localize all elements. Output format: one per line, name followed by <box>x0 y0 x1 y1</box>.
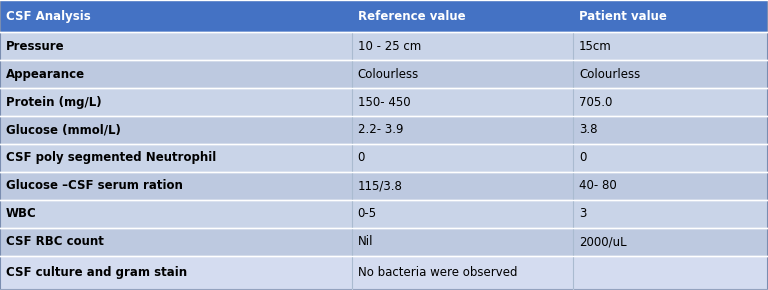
Text: Protein (mg/L): Protein (mg/L) <box>6 95 101 108</box>
Text: 40- 80: 40- 80 <box>579 179 617 192</box>
Bar <box>0 32 352 60</box>
Bar <box>352 172 573 200</box>
Text: 3.8: 3.8 <box>579 124 598 137</box>
Text: Nil: Nil <box>358 235 373 248</box>
Text: 115/3.8: 115/3.8 <box>358 179 402 192</box>
Bar <box>352 255 768 290</box>
Text: 3: 3 <box>579 207 586 220</box>
Text: CSF poly segmented Neutrophil: CSF poly segmented Neutrophil <box>6 151 217 164</box>
Bar <box>573 88 768 116</box>
Bar <box>573 0 768 32</box>
Text: 705.0: 705.0 <box>579 95 612 108</box>
Bar <box>573 60 768 88</box>
Text: No bacteria were observed: No bacteria were observed <box>358 266 517 279</box>
Bar <box>573 116 768 144</box>
Text: Reference value: Reference value <box>358 10 465 23</box>
Bar <box>0 60 352 88</box>
Bar <box>352 144 573 172</box>
Bar <box>0 200 352 228</box>
Bar <box>352 0 573 32</box>
Bar <box>0 228 352 255</box>
Bar <box>573 228 768 255</box>
Bar <box>0 0 352 32</box>
Text: Pressure: Pressure <box>6 40 65 53</box>
Bar <box>0 88 352 116</box>
Bar <box>352 60 573 88</box>
Text: 2000/uL: 2000/uL <box>579 235 627 248</box>
Bar <box>0 144 352 172</box>
Bar <box>573 200 768 228</box>
Text: 10 - 25 cm: 10 - 25 cm <box>358 40 421 53</box>
Bar <box>352 32 573 60</box>
Bar <box>0 172 352 200</box>
Bar <box>573 32 768 60</box>
Text: 2.2- 3.9: 2.2- 3.9 <box>358 124 403 137</box>
Text: 0: 0 <box>358 151 365 164</box>
Text: CSF culture and gram stain: CSF culture and gram stain <box>6 266 187 279</box>
Bar <box>573 144 768 172</box>
Text: CSF Analysis: CSF Analysis <box>6 10 91 23</box>
Text: 0-5: 0-5 <box>358 207 377 220</box>
Text: Colourless: Colourless <box>579 68 641 81</box>
Bar <box>352 116 573 144</box>
Bar <box>0 116 352 144</box>
Bar <box>573 172 768 200</box>
Text: Appearance: Appearance <box>6 68 85 81</box>
Text: CSF RBC count: CSF RBC count <box>6 235 104 248</box>
Bar <box>352 228 573 255</box>
Bar <box>352 88 573 116</box>
Text: Glucose –CSF serum ration: Glucose –CSF serum ration <box>6 179 183 192</box>
Bar <box>0 255 352 290</box>
Text: Colourless: Colourless <box>358 68 419 81</box>
Text: 150- 450: 150- 450 <box>358 95 410 108</box>
Bar <box>352 200 573 228</box>
Text: 15cm: 15cm <box>579 40 611 53</box>
Text: 0: 0 <box>579 151 586 164</box>
Text: Patient value: Patient value <box>579 10 667 23</box>
Text: WBC: WBC <box>6 207 37 220</box>
Text: Glucose (mmol/L): Glucose (mmol/L) <box>6 124 121 137</box>
